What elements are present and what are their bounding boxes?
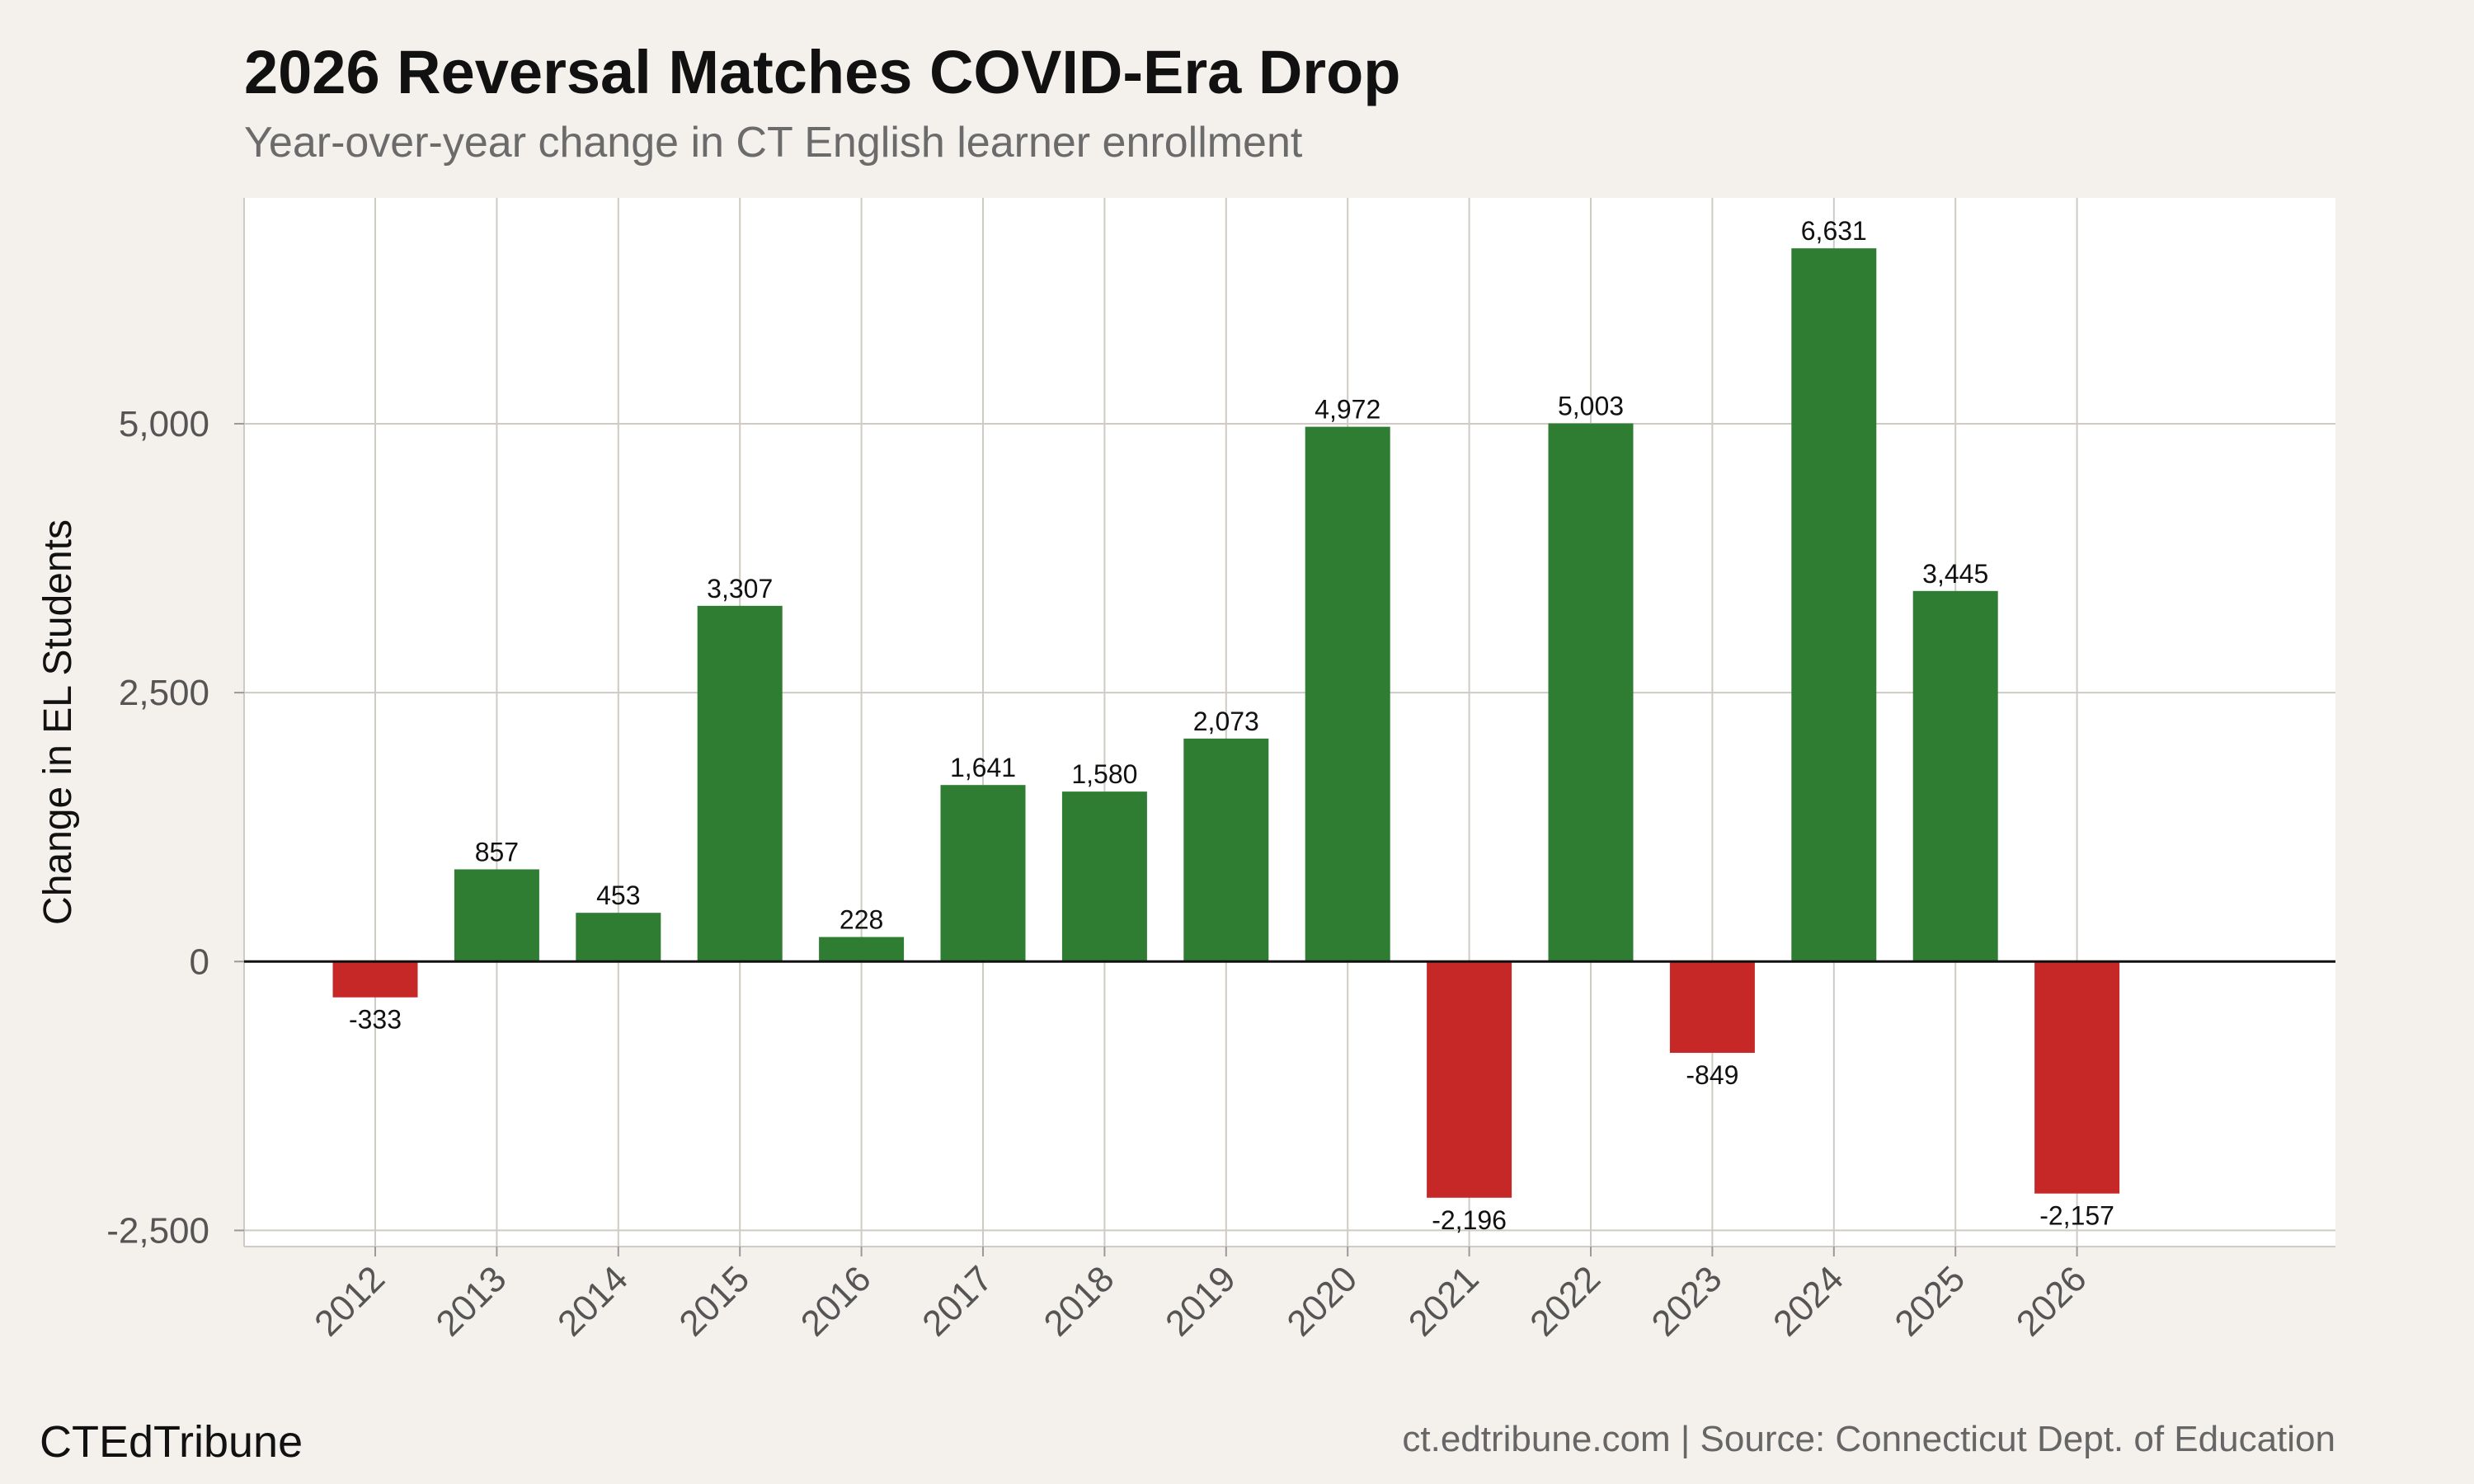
chart-title: 2026 Reversal Matches COVID-Era Drop <box>244 38 1401 106</box>
y-tick-label: -2,500 <box>106 1210 209 1251</box>
x-tick-label: 2022 <box>1522 1258 1608 1344</box>
y-axis-ticks: -2,500 0 2,500 5,000 <box>106 404 244 1251</box>
bar-2018 <box>1061 791 1147 962</box>
x-tick-label: 2015 <box>671 1258 757 1344</box>
bar-2023 <box>1669 961 1755 1054</box>
x-axis-ticks: 2012 2013 2014 2015 2016 2017 2018 2019 2020 2021… <box>307 1247 2095 1344</box>
y-axis-label: Change in EL Students <box>36 519 80 925</box>
data-label: -2,196 <box>1432 1205 1507 1235</box>
x-tick-label: 2024 <box>1766 1258 1851 1344</box>
bar-2014 <box>576 913 661 962</box>
bar-2020 <box>1305 426 1390 962</box>
data-labels: -333 857 453 3,307 228 1,641 1,580 2,073 4,972 -2… <box>349 216 2114 1235</box>
data-label: 857 <box>475 837 519 866</box>
bar-2026 <box>2034 961 2120 1194</box>
data-label: 5,003 <box>1558 392 1624 421</box>
data-label: -849 <box>1686 1060 1738 1090</box>
y-tick-label: 5,000 <box>119 404 209 444</box>
data-label: -333 <box>349 1005 402 1035</box>
x-tick-label: 2018 <box>1037 1258 1122 1344</box>
y-tick-label: 2,500 <box>119 673 209 713</box>
x-tick-label: 2017 <box>915 1258 1000 1344</box>
data-label: 4,972 <box>1315 395 1380 425</box>
plot-panel <box>244 198 2335 1247</box>
bar-2013 <box>454 869 539 962</box>
bar-2012 <box>332 961 418 998</box>
bar-2015 <box>697 605 783 962</box>
x-tick-label: 2013 <box>429 1258 515 1344</box>
bar-2017 <box>940 785 1026 962</box>
bar-2024 <box>1791 248 1877 962</box>
data-label: 1,580 <box>1071 759 1137 789</box>
data-label: 3,445 <box>1922 559 1988 589</box>
x-tick-label: 2014 <box>550 1258 636 1344</box>
x-tick-label: 2025 <box>1887 1258 1973 1344</box>
chart-subtitle: Year-over-year change in CT English lear… <box>244 119 1303 167</box>
brand-name: CTEdTribune <box>40 1417 303 1467</box>
source-credit: ct.edtribune.com | Source: Connecticut D… <box>1402 1419 2335 1459</box>
bar-2022 <box>1548 423 1634 962</box>
bar-2016 <box>819 937 905 962</box>
data-label: -2,157 <box>2039 1201 2114 1231</box>
bars <box>332 248 2120 1198</box>
data-label: 228 <box>840 905 883 935</box>
bar-2019 <box>1183 738 1269 962</box>
y-tick-label: 0 <box>190 942 209 982</box>
data-label: 3,307 <box>707 574 773 603</box>
x-tick-label: 2026 <box>2009 1258 2095 1344</box>
x-tick-label: 2012 <box>307 1258 393 1344</box>
bar-2021 <box>1427 961 1512 1198</box>
x-tick-label: 2023 <box>1644 1258 1730 1344</box>
x-tick-label: 2016 <box>793 1258 879 1344</box>
x-tick-label: 2020 <box>1279 1258 1365 1344</box>
data-label: 2,073 <box>1193 707 1259 736</box>
data-label: 6,631 <box>1801 216 1867 246</box>
data-label: 1,641 <box>950 753 1016 782</box>
bar-2025 <box>1912 590 1998 962</box>
x-tick-label: 2019 <box>1158 1258 1244 1344</box>
data-label: 453 <box>596 881 640 910</box>
x-tick-label: 2021 <box>1401 1258 1487 1344</box>
